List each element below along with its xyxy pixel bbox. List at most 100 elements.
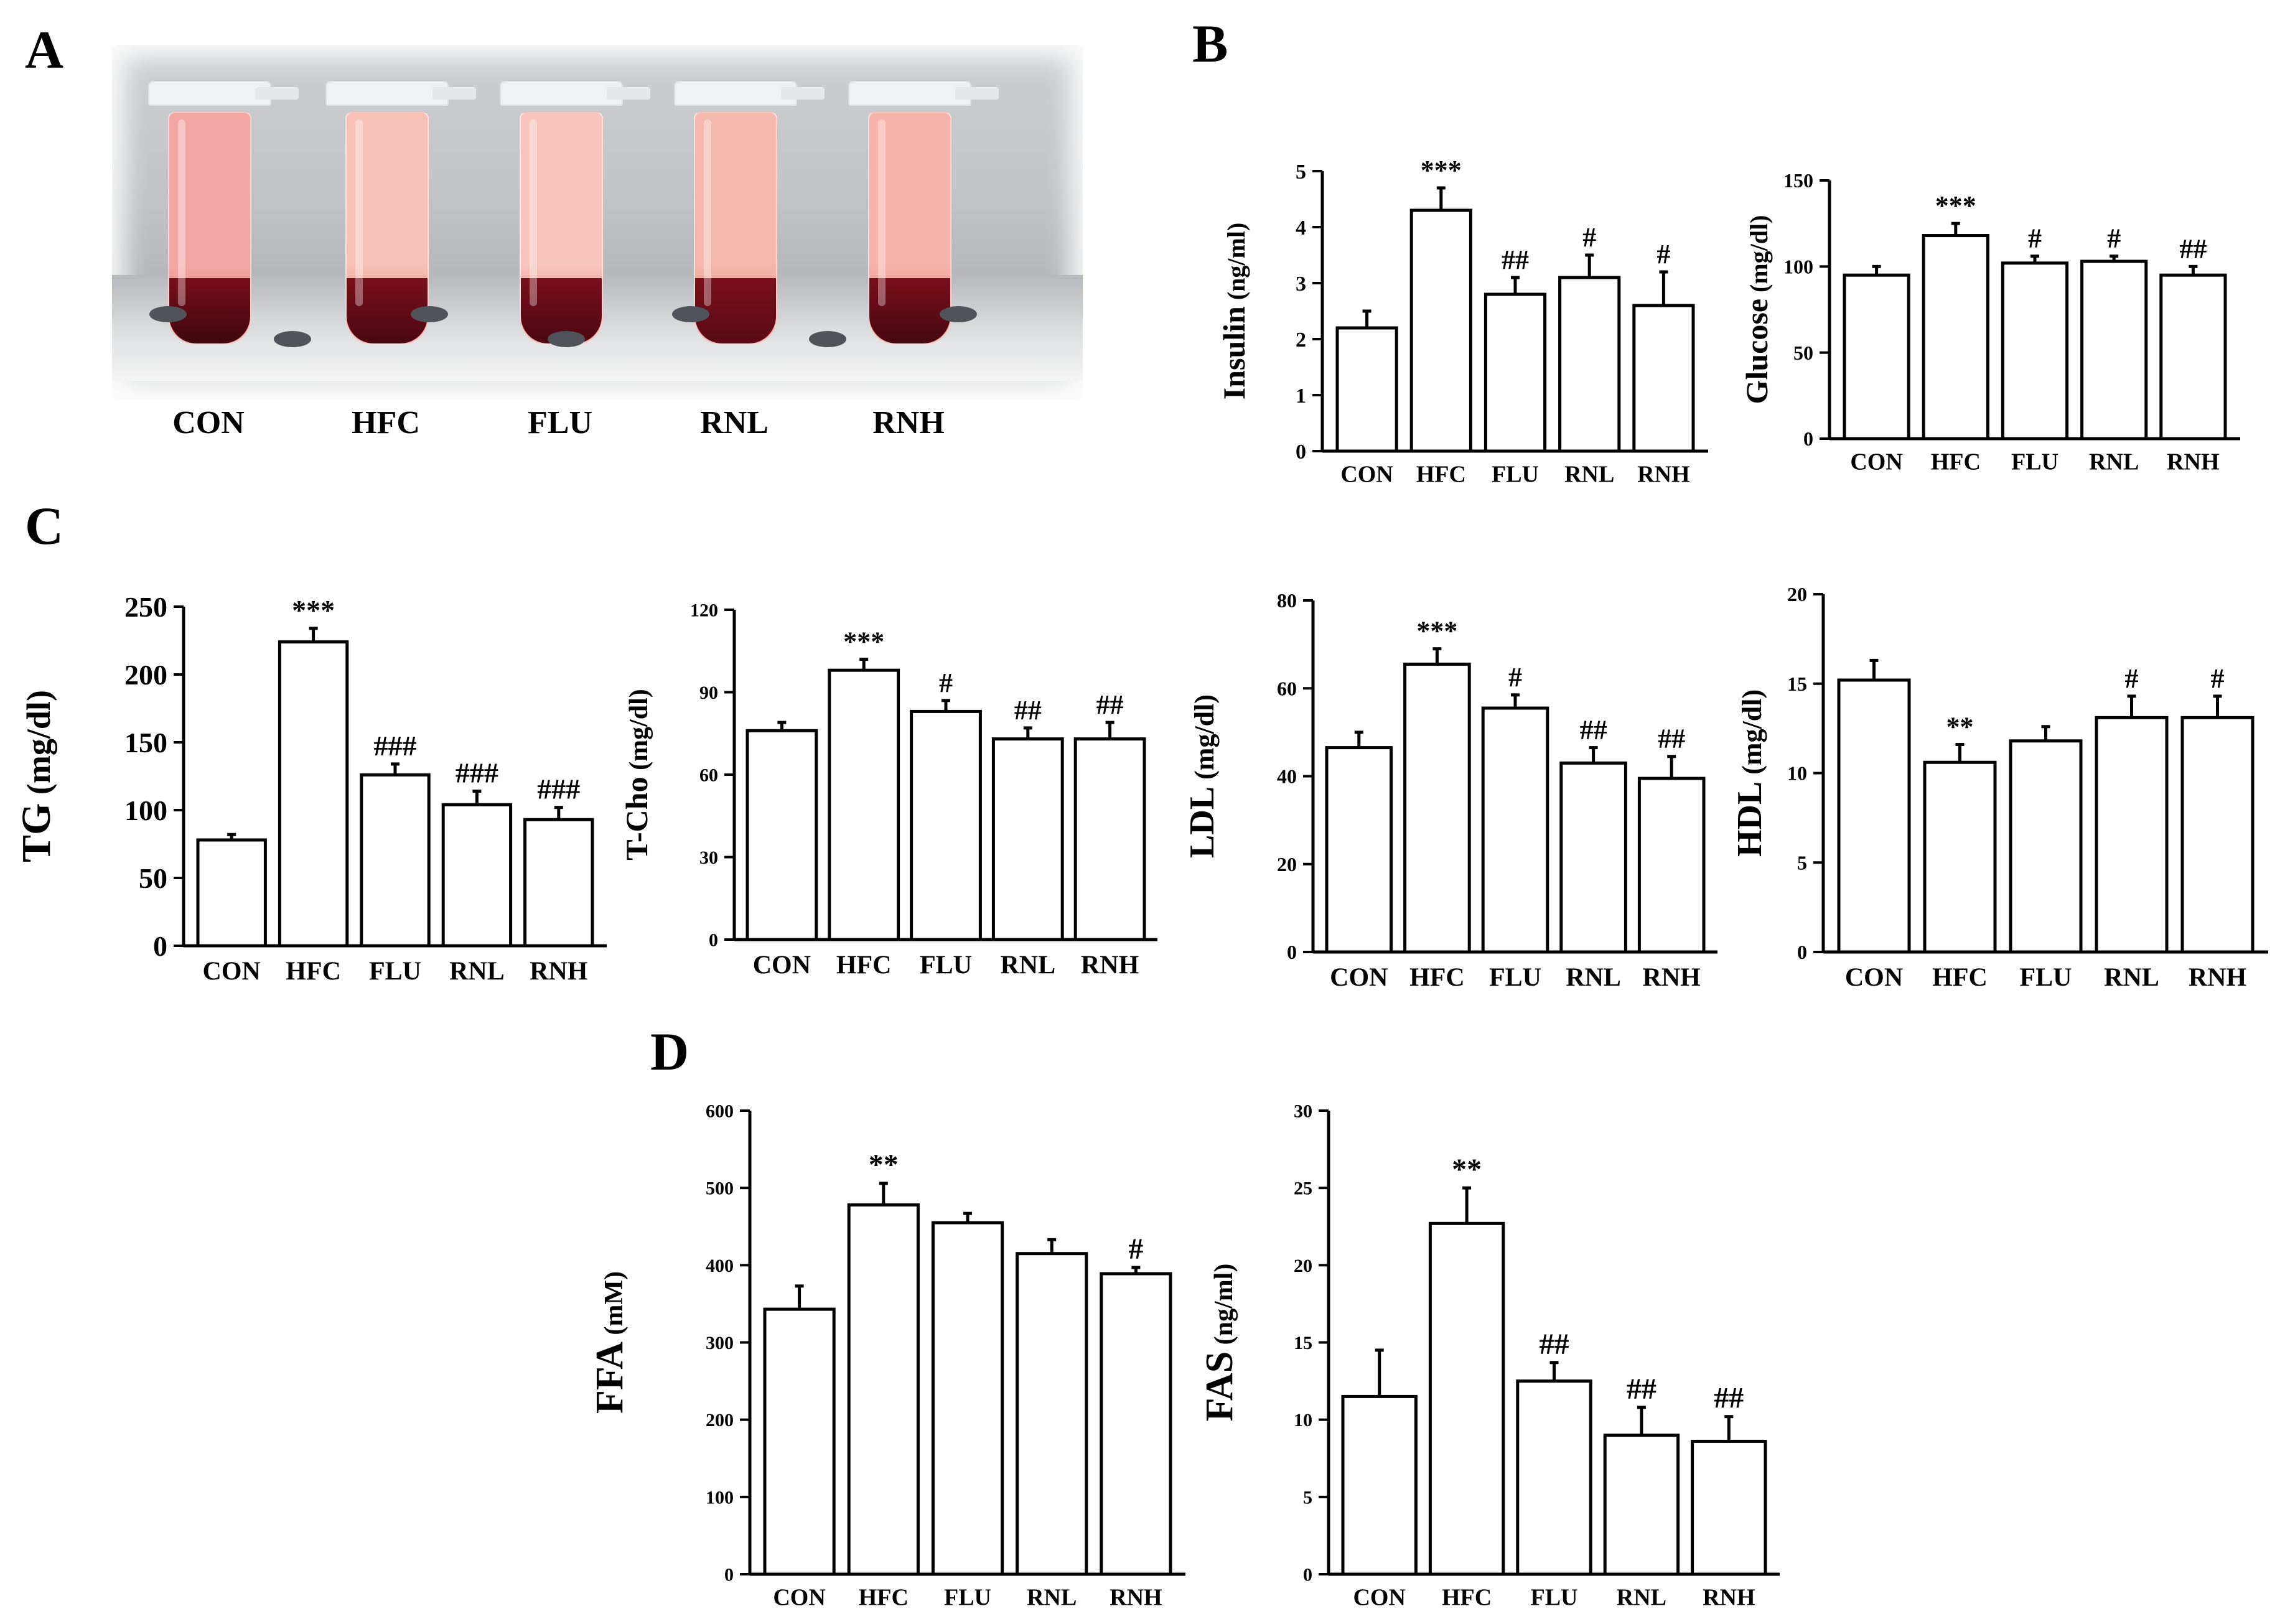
bar-hfc [278, 640, 349, 948]
bar-rnl [991, 737, 1064, 941]
svg-text:FAS (ng/ml): FAS (ng/ml) [1199, 1264, 1241, 1422]
y-tick-label: 20 [1277, 853, 1297, 875]
significance-label: ** [1946, 712, 1974, 742]
bar-rnl [2080, 259, 2148, 441]
y-axis-title: FFA (mM) [589, 1271, 631, 1414]
y-axis-label: LDL [1183, 786, 1222, 858]
x-tick-label: FLU [369, 958, 421, 986]
x-tick-label: HFC [1409, 964, 1465, 992]
bar-hfc [1403, 662, 1471, 954]
significance-label: ## [2179, 233, 2207, 264]
tube-label-rnh: RNH [872, 405, 945, 441]
bar-con [1843, 273, 1910, 441]
y-tick-label: 15 [1294, 1333, 1312, 1353]
y-axis-title: TG (mg/dl) [14, 690, 59, 862]
bar-rnh [1100, 1272, 1172, 1576]
x-tick-label: HFC [1932, 964, 1988, 992]
y-axis-unit: (mg/dl) [625, 689, 653, 770]
y-tick-label: 0 [1287, 941, 1297, 963]
x-tick-label: RNH [1637, 461, 1689, 487]
bar-con [196, 838, 267, 948]
tube-label-hfc: HFC [352, 405, 420, 441]
x-tick-label: RNH [1643, 964, 1701, 992]
y-tick-label: 5 [1296, 161, 1306, 184]
bar-hfc [828, 668, 900, 941]
bar-rnh [1632, 304, 1695, 453]
significance-label: ### [456, 757, 498, 788]
bar-flu [931, 1221, 1004, 1576]
y-axis-label: HDL [1731, 782, 1769, 857]
y-axis-unit: (mg/dl) [20, 690, 57, 795]
significance-label: *** [1421, 155, 1462, 185]
x-tick-label: CON [1353, 1584, 1405, 1610]
bar-hfc [847, 1203, 920, 1576]
y-tick-label: 4 [1296, 217, 1306, 240]
y-tick-label: 100 [124, 795, 167, 826]
bar-flu [1516, 1379, 1592, 1576]
significance-label: ## [1540, 1328, 1569, 1361]
x-tick-label: RNL [1027, 1584, 1077, 1610]
y-tick-label: 3 [1296, 273, 1306, 296]
x-tick-label: RNH [1703, 1584, 1755, 1610]
bar-flu [2009, 739, 2083, 954]
significance-label: # [1657, 239, 1670, 269]
y-axis-title: HDL (mg/dl) [1731, 689, 1769, 857]
rack-hole [809, 331, 846, 347]
significance-label: # [1128, 1233, 1143, 1266]
y-tick-label: 250 [124, 591, 167, 623]
bar-rnh [523, 818, 594, 948]
significance-label: ## [1658, 724, 1685, 754]
bar-con [1837, 678, 1911, 954]
y-tick-label: 50 [139, 862, 167, 894]
x-tick-label: RNL [2104, 964, 2159, 992]
bar-rnh [2180, 716, 2255, 954]
bar-con [763, 1307, 836, 1576]
x-tick-label: HFC [859, 1584, 909, 1610]
ldl-chart: 0 20 40 60 80 CON HFC *** FLU # RNL ## RNH ## LDL (mg/… [1183, 589, 1717, 992]
significance-label: # [939, 668, 953, 698]
y-tick-label: 10 [1787, 762, 1807, 785]
significance-label: ## [1502, 245, 1529, 275]
y-tick-label: 80 [1277, 589, 1297, 612]
x-tick-label: RNH [1081, 951, 1139, 980]
significance-label: ## [1580, 715, 1607, 745]
tcho-chart: 0 30 60 90 120 CON HFC *** FLU # RNL ## RNH ## T-Cho (… [619, 600, 1157, 980]
x-tick-label: CON [203, 958, 261, 986]
y-tick-label: 120 [690, 600, 718, 621]
x-tick-label: CON [1850, 449, 1902, 475]
significance-label: ## [1627, 1373, 1657, 1406]
x-tick-label: CON [773, 1584, 825, 1610]
significance-label: *** [843, 627, 884, 657]
svg-text:FFA (mM): FFA (mM) [589, 1271, 631, 1414]
tube-label-rnl: RNL [700, 405, 769, 441]
y-tick-label: 0 [1303, 1565, 1312, 1585]
y-tick-label: 50 [1793, 342, 1813, 364]
x-tick-label: HFC [1442, 1584, 1492, 1610]
bar-hfc [1428, 1221, 1505, 1576]
y-tick-label: 0 [1296, 441, 1306, 464]
significance-label: ** [1452, 1153, 1482, 1186]
significance-label: ## [1014, 695, 1042, 726]
y-tick-label: 400 [706, 1256, 734, 1276]
x-tick-label: RNL [2089, 449, 2139, 475]
rack-hole [411, 306, 448, 322]
x-tick-label: RNH [530, 958, 587, 986]
bar-flu [1481, 706, 1549, 954]
significance-label: *** [1935, 190, 1976, 221]
x-tick-label: HFC [1931, 449, 1981, 475]
y-axis-title: Glucose (mg/dl) [1739, 215, 1774, 404]
y-axis-label: FAS [1199, 1351, 1241, 1422]
insulin-chart: 0 1 2 3 4 5 CON HFC *** FLU ## RNL # RNH # Insulin (ng/… [1217, 155, 1708, 487]
x-tick-label: RNL [449, 958, 505, 986]
y-tick-label: 25 [1294, 1178, 1312, 1199]
tube-label-flu: FLU [528, 405, 592, 441]
rack-hole [548, 331, 585, 347]
sample-tube-rnh [848, 81, 999, 355]
hdl-chart: 0 5 10 15 20 CON HFC ** FLU RNL # RNH # HDL (mg/dl) [1731, 583, 2268, 992]
bar-rnl [1603, 1434, 1680, 1576]
svg-text:TG (mg/dl): TG (mg/dl) [14, 690, 59, 862]
y-tick-label: 0 [724, 1565, 734, 1585]
y-tick-label: 500 [706, 1178, 734, 1199]
x-tick-label: RNL [1564, 461, 1614, 487]
